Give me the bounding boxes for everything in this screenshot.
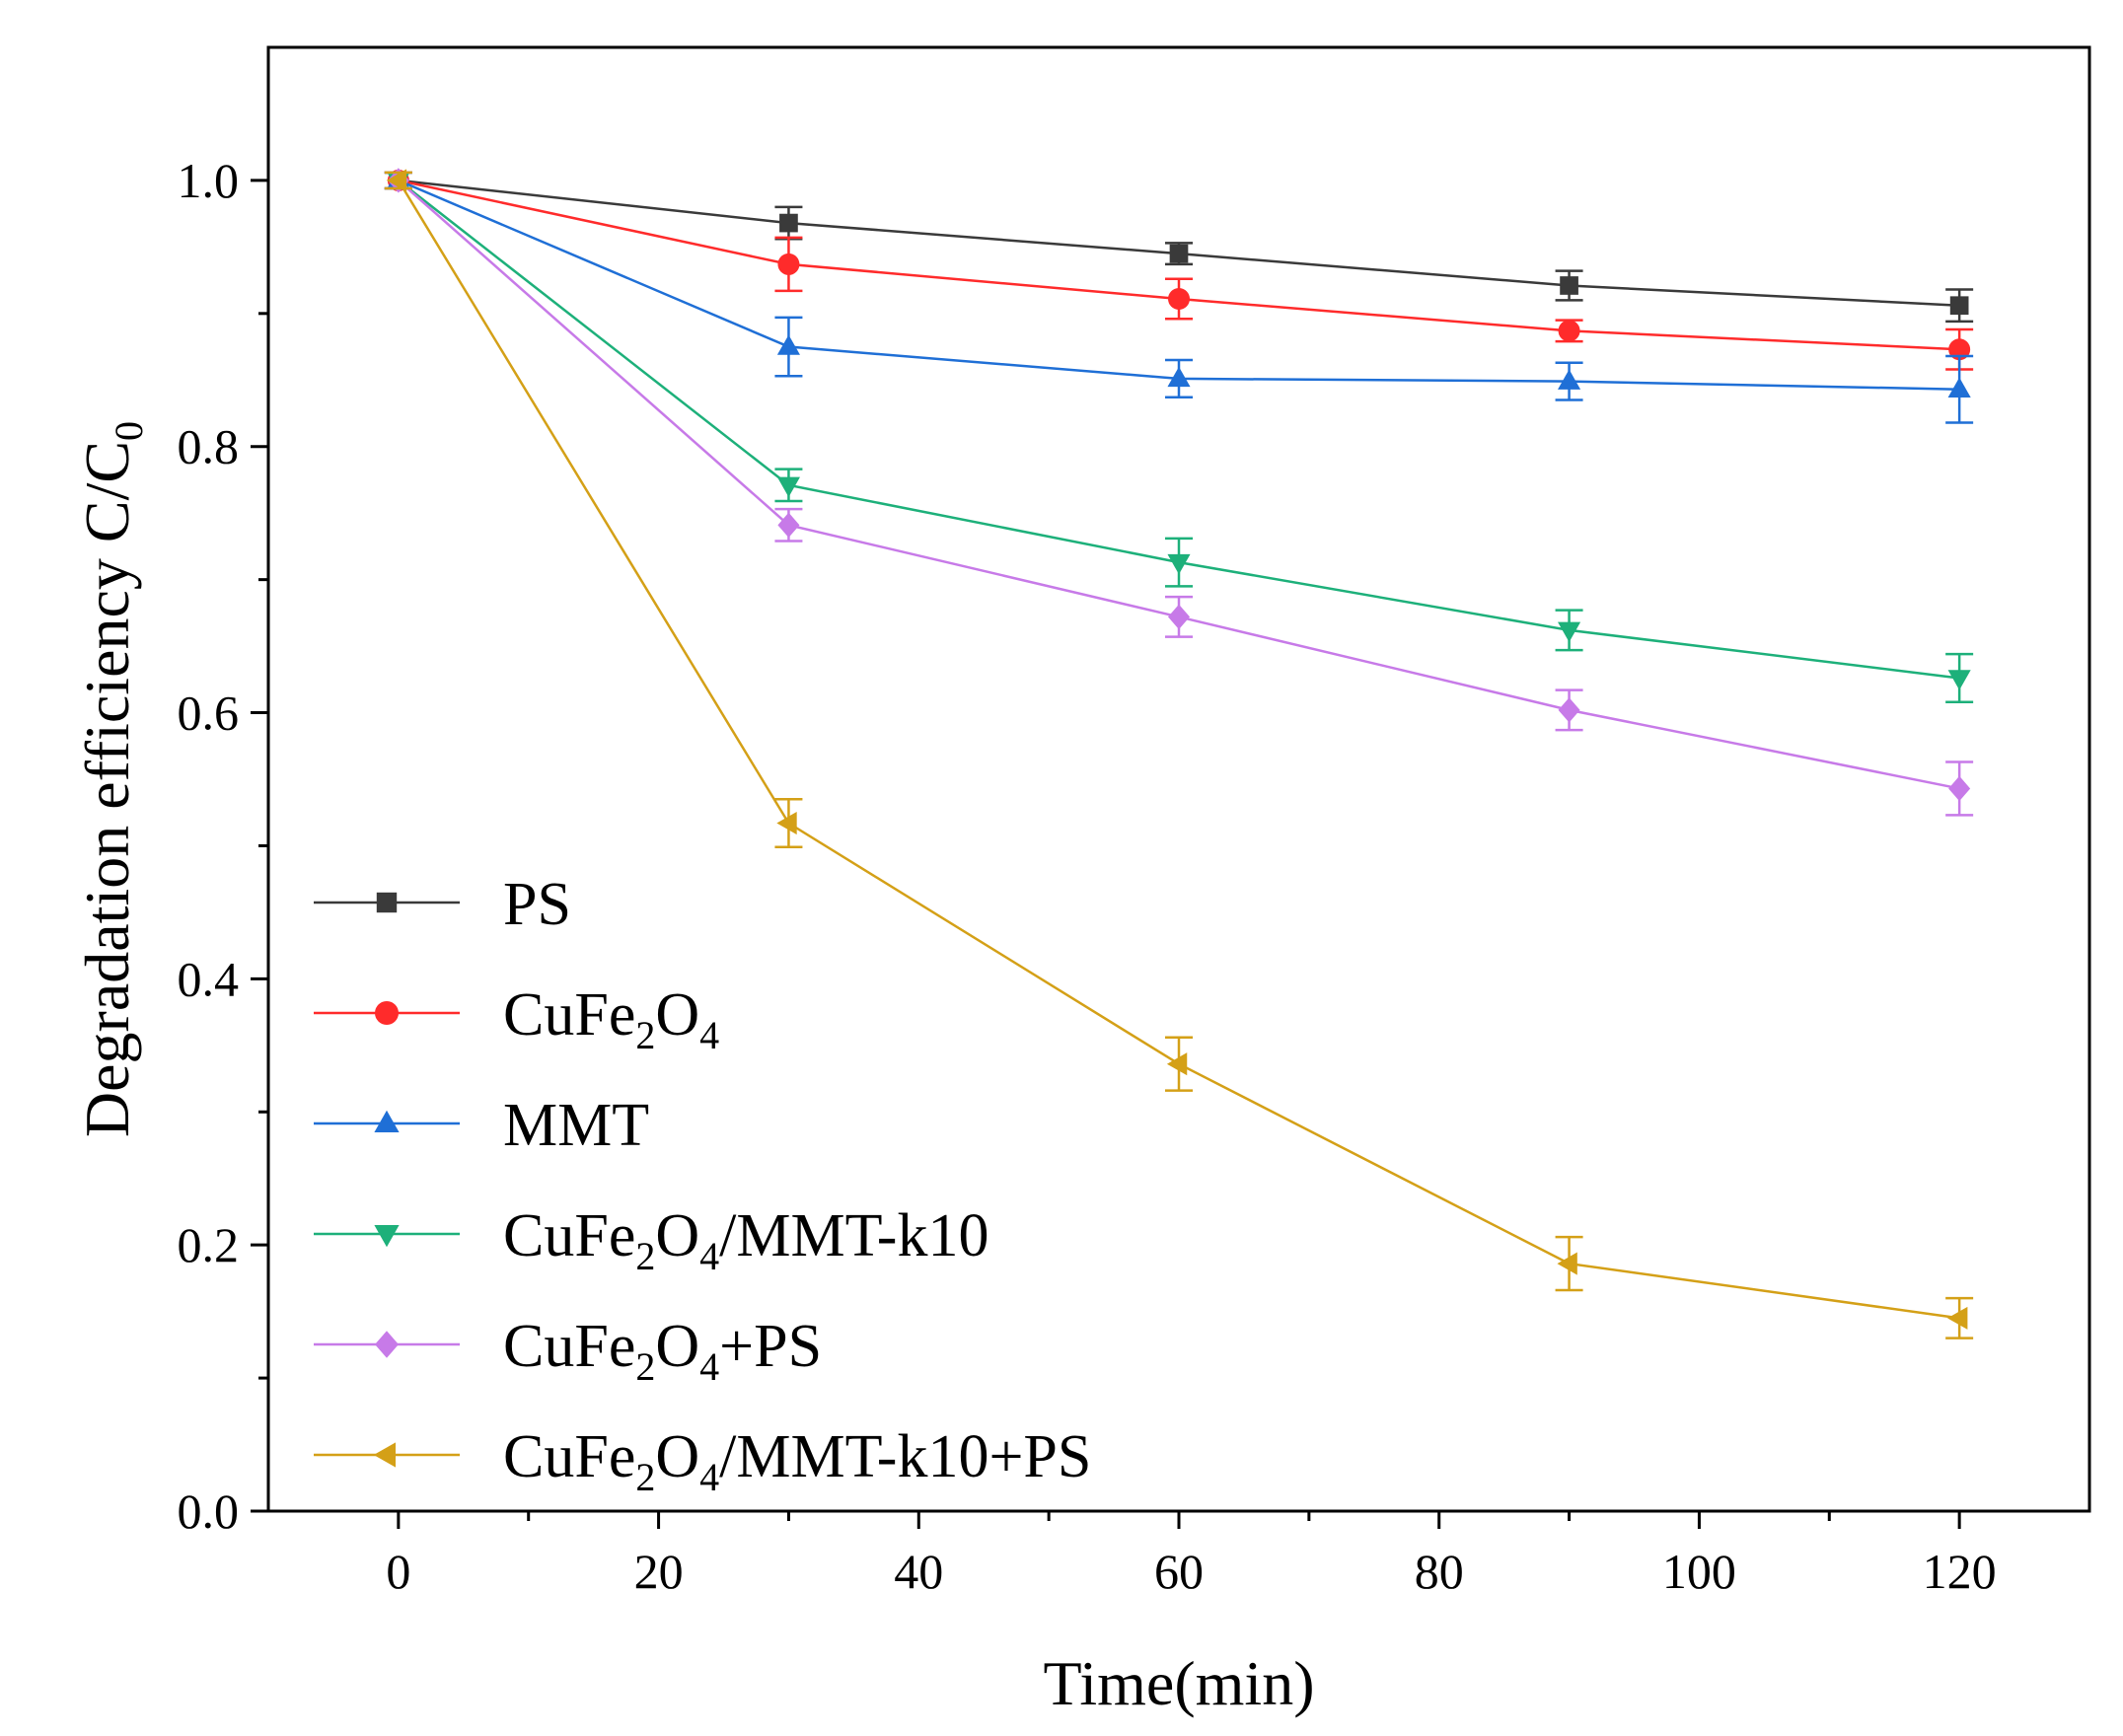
legend-label-part: /MMT-k10	[719, 1202, 988, 1269]
legend-label-part: CuFe	[503, 981, 635, 1049]
legend-label: CuFe2O4+PS	[503, 1313, 822, 1389]
legend-label-subscript: 2	[635, 1455, 655, 1499]
x-tick-label: 20	[634, 1544, 684, 1599]
legend-label-subscript: 4	[699, 1013, 719, 1057]
y-tick-label: 0.8	[178, 419, 240, 474]
y-tick-label: 1.0	[178, 153, 240, 208]
legend-label: CuFe2O4/MMT-k10	[503, 1202, 988, 1278]
x-tick-label: 0	[386, 1544, 410, 1599]
legend-item: CuFe2O4	[314, 981, 719, 1057]
legend-label: CuFe2O4/MMT-k10+PS	[503, 1423, 1091, 1499]
legend-label: PS	[503, 871, 571, 938]
marker-diamond	[1558, 697, 1580, 723]
marker-triangle-up	[1167, 366, 1191, 388]
x-axis-title: Time(min)	[1044, 1648, 1315, 1718]
legend-item: CuFe2O4/MMT-k10	[314, 1202, 988, 1278]
series-2	[384, 169, 1974, 371]
legend-label-subscript: 4	[699, 1234, 719, 1278]
legend-label-part: O	[655, 1423, 699, 1490]
marker-square	[376, 892, 398, 913]
legend-label-subscript: 2	[635, 1344, 655, 1389]
marker-triangle-down	[1947, 670, 1971, 690]
x-tick-label: 120	[1923, 1544, 1997, 1599]
marker-circle	[777, 253, 800, 275]
legend-label-part: +PS	[719, 1313, 822, 1380]
legend-label-part: O	[655, 981, 699, 1049]
marker-square	[779, 213, 798, 233]
marker-triangle-down	[374, 1225, 400, 1248]
legend-label-subscript: 4	[699, 1455, 719, 1499]
marker-triangle-up	[776, 334, 800, 355]
marker-triangle-left	[1557, 1252, 1577, 1275]
x-tick-label: 100	[1662, 1544, 1736, 1599]
marker-triangle-up	[1558, 369, 1581, 390]
legend-label-part: /MMT-k10+PS	[719, 1423, 1091, 1490]
legend-label-subscript: 2	[635, 1234, 655, 1278]
marker-circle	[375, 1001, 399, 1025]
y-axis-title: Degradation efficiency C/C0	[72, 421, 151, 1137]
marker-triangle-up	[374, 1110, 400, 1132]
y-tick-label: 0.0	[178, 1483, 240, 1539]
marker-triangle-left	[1166, 1052, 1188, 1076]
legend-item: CuFe2O4/MMT-k10+PS	[314, 1423, 1091, 1499]
series-6	[384, 169, 1974, 1339]
marker-square	[1169, 244, 1189, 263]
series-5	[384, 168, 1974, 817]
y-tick-label: 0.2	[178, 1217, 240, 1272]
marker-triangle-down	[1167, 553, 1191, 575]
marker-square	[1949, 296, 1969, 316]
legend-label-part: O	[655, 1313, 699, 1380]
legend-item: CuFe2O4+PS	[314, 1313, 822, 1389]
marker-diamond	[375, 1331, 399, 1358]
x-tick-label: 60	[1154, 1544, 1204, 1599]
marker-circle	[1558, 320, 1580, 342]
legend-item: MMT	[314, 1092, 649, 1159]
marker-circle	[1168, 287, 1190, 310]
legend-label: CuFe2O4	[503, 981, 719, 1057]
legend-label-part: CuFe	[503, 1423, 635, 1490]
marker-square	[1560, 276, 1578, 295]
marker-triangle-left	[776, 811, 797, 835]
marker-diamond	[1168, 604, 1190, 630]
y-tick-label: 0.6	[178, 686, 240, 741]
legend-label-part: CuFe	[503, 1202, 635, 1269]
marker-diamond	[777, 512, 800, 538]
legend-label-part: PS	[503, 871, 571, 938]
series-line	[398, 179, 1960, 790]
marker-triangle-left	[373, 1442, 396, 1468]
legend-label-subscript: 2	[635, 1013, 655, 1057]
marker-triangle-down	[776, 476, 800, 497]
marker-triangle-down	[1558, 621, 1581, 643]
legend-label: MMT	[503, 1092, 649, 1159]
y-axis-title-subscript: 0	[107, 421, 151, 441]
marker-triangle-up	[1947, 377, 1971, 398]
marker-triangle-left	[386, 169, 407, 192]
legend: PSCuFe2O4MMTCuFe2O4/MMT-k10CuFe2O4+PSCuF…	[314, 871, 1091, 1499]
legend-label-part: CuFe	[503, 1313, 635, 1380]
marker-diamond	[1948, 775, 1971, 802]
legend-label-part: O	[655, 1202, 699, 1269]
y-axis-title-main: Degradation efficiency C/C	[72, 441, 142, 1137]
legend-label-part: MMT	[503, 1092, 649, 1159]
plot-frame	[266, 45, 2091, 1513]
x-tick-label: 40	[894, 1544, 943, 1599]
marker-triangle-left	[1947, 1306, 1968, 1330]
legend-item: PS	[314, 871, 571, 938]
y-tick-label: 0.4	[178, 951, 240, 1006]
legend-label-subscript: 4	[699, 1344, 719, 1389]
axes: 0 20 40 60 80 100 120 0.0 0.2 0.4 0.6 0.8 1.0	[178, 153, 1997, 1599]
x-tick-label: 80	[1415, 1544, 1464, 1599]
